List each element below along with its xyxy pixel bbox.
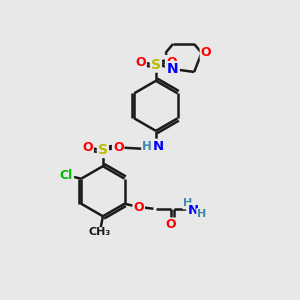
Text: H: H bbox=[142, 140, 152, 153]
Text: S: S bbox=[98, 143, 108, 157]
Text: O: O bbox=[135, 56, 146, 69]
Text: N: N bbox=[187, 204, 198, 217]
Text: CH₃: CH₃ bbox=[89, 226, 111, 237]
Text: O: O bbox=[134, 201, 144, 214]
Text: N: N bbox=[153, 140, 164, 153]
Text: H: H bbox=[183, 198, 193, 208]
Text: S: S bbox=[151, 58, 161, 72]
Text: H: H bbox=[197, 209, 206, 219]
Text: N: N bbox=[167, 62, 179, 76]
Text: O: O bbox=[113, 141, 124, 154]
Text: O: O bbox=[166, 56, 176, 69]
Text: O: O bbox=[166, 218, 176, 231]
Text: O: O bbox=[201, 46, 211, 59]
Text: Cl: Cl bbox=[60, 169, 73, 182]
Text: O: O bbox=[82, 141, 93, 154]
